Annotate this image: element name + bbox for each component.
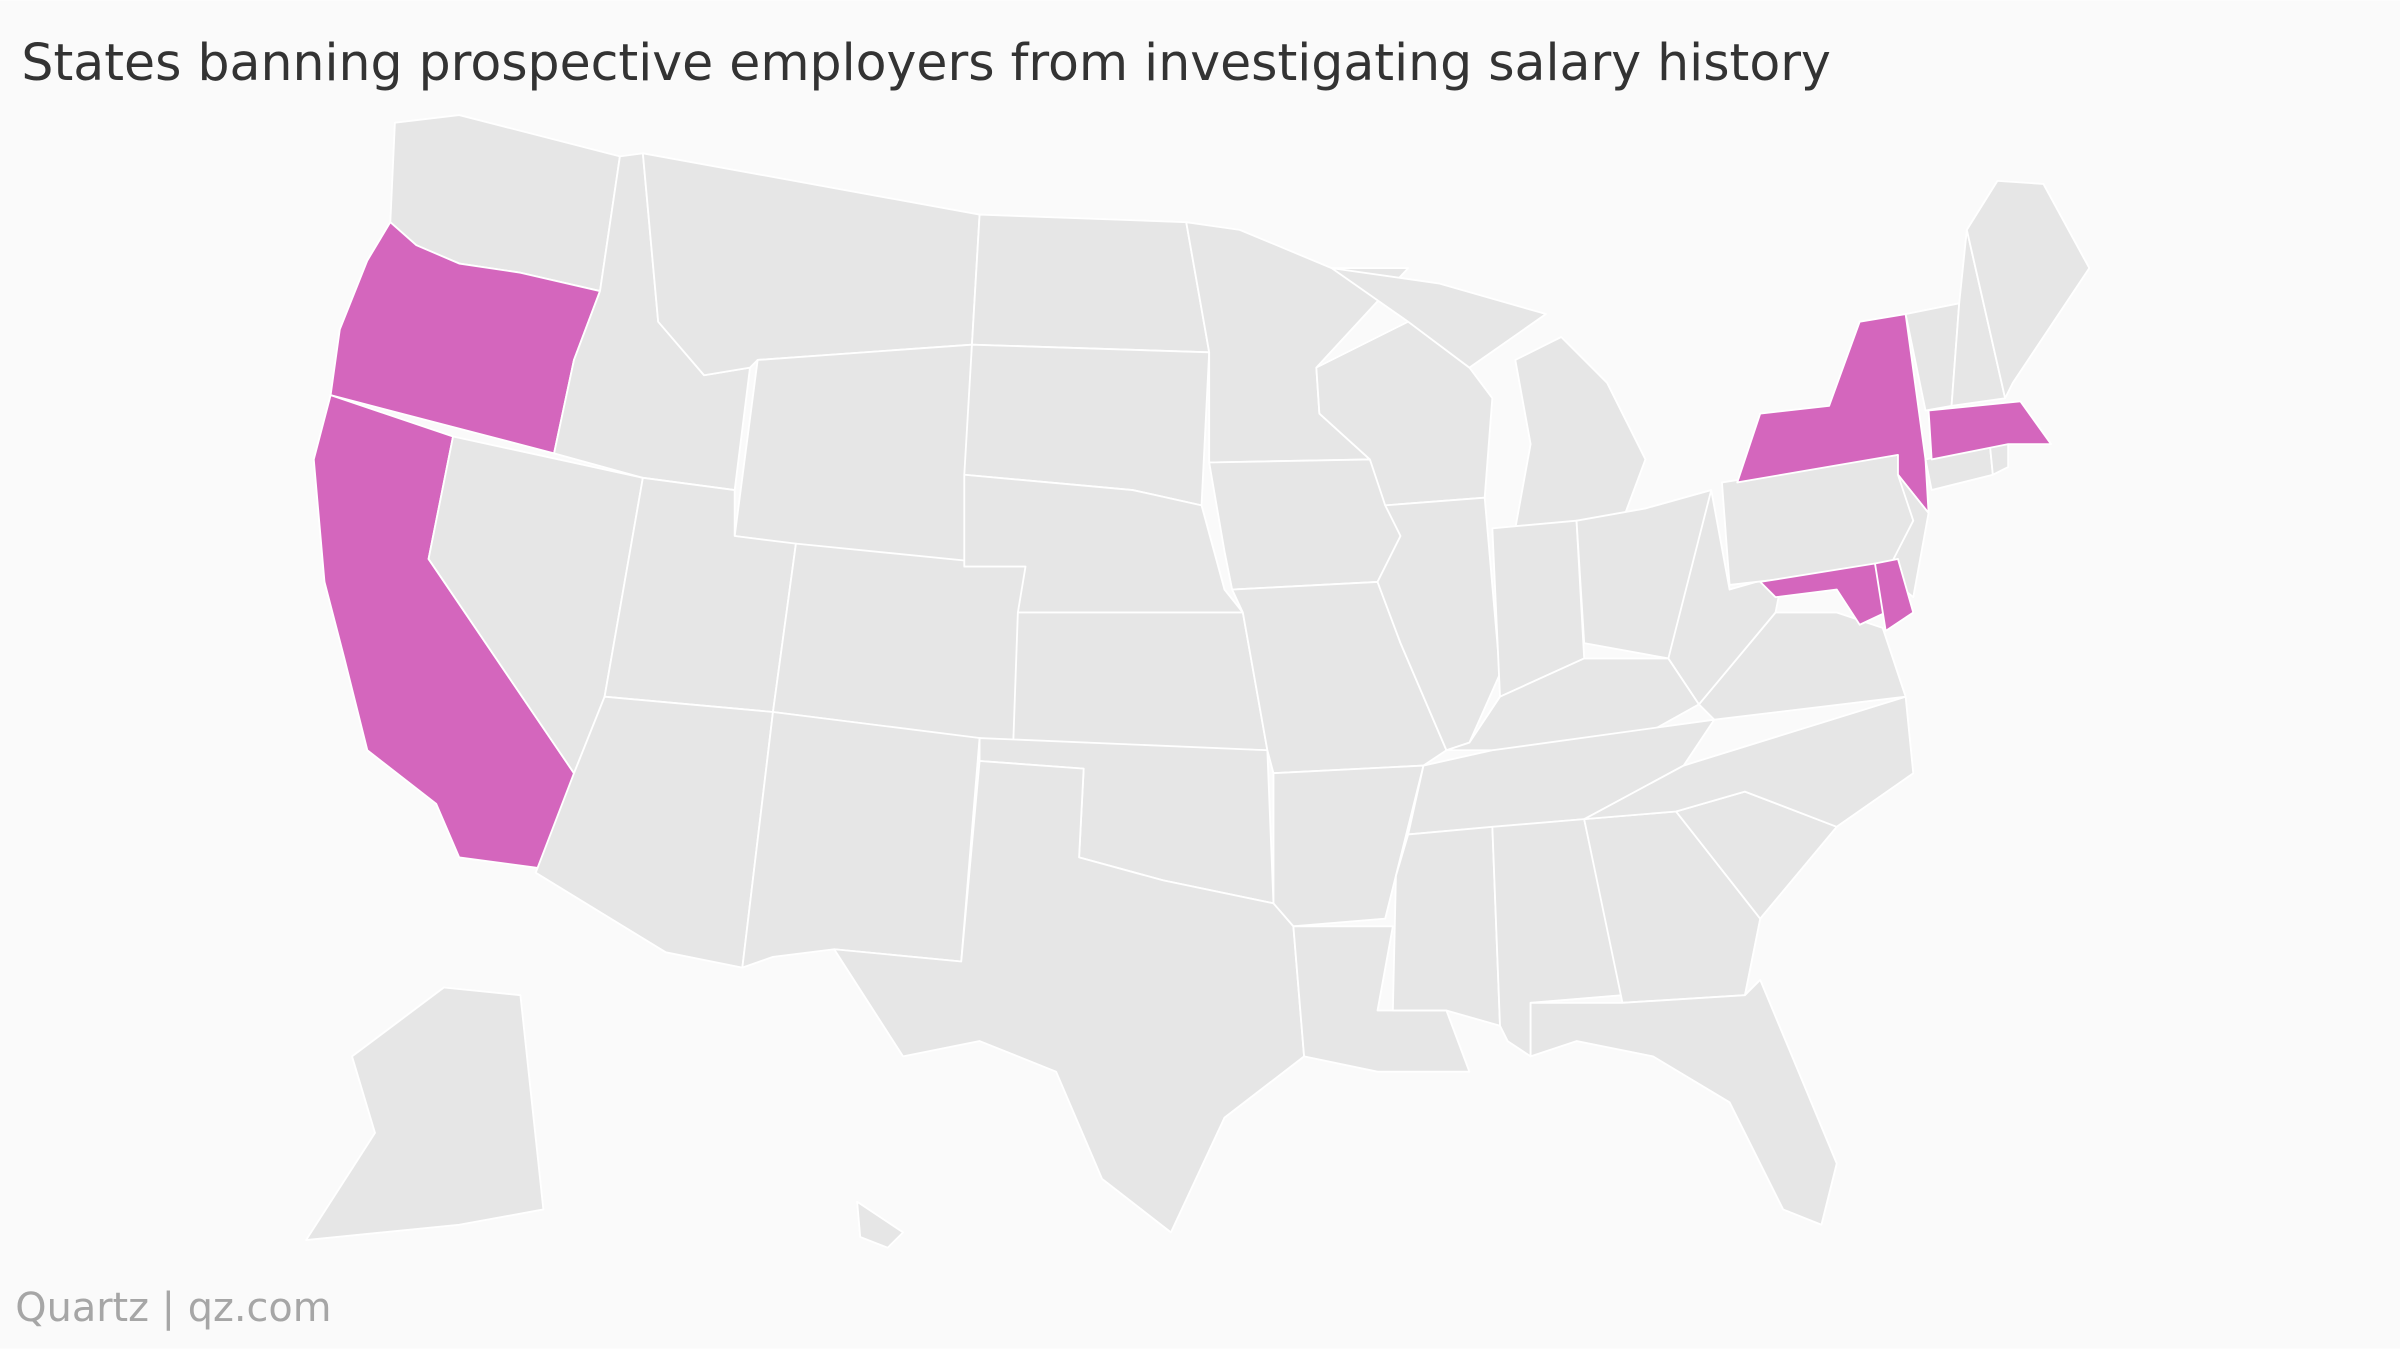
state (772, 542, 1027, 744)
state (1736, 313, 1930, 514)
state (1874, 558, 1915, 632)
state (833, 760, 1305, 1234)
state (1391, 825, 1501, 1027)
state (1529, 978, 1838, 1226)
state (733, 343, 973, 568)
state (1012, 611, 1269, 752)
states (305, 114, 2091, 1249)
state (1330, 267, 1547, 369)
state (971, 213, 1211, 354)
state (1965, 179, 2091, 400)
title: States banning prospective employers fro… (21, 33, 1830, 92)
state (1514, 336, 1647, 530)
state (305, 986, 545, 1241)
state (1208, 458, 1402, 591)
state (856, 1200, 904, 1249)
state (1292, 925, 1471, 1073)
state (741, 711, 981, 969)
state (1583, 695, 1915, 828)
state (1927, 400, 2052, 461)
source: Quartz | qz.com (15, 1285, 331, 1331)
